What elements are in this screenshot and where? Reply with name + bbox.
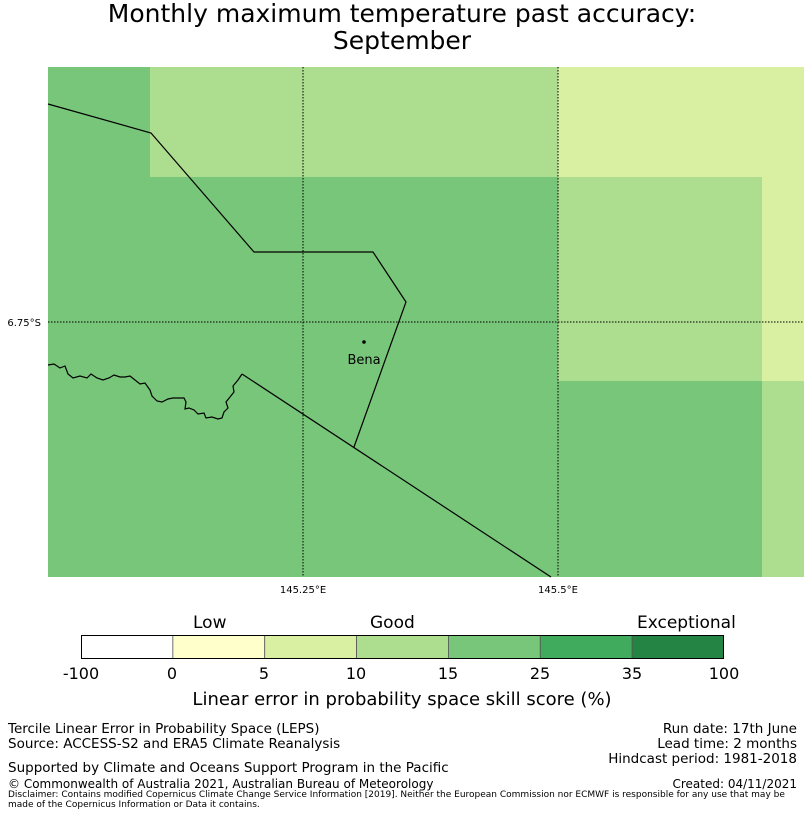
method-text: Tercile Linear Error in Probability Spac… xyxy=(8,721,320,737)
river-line xyxy=(47,363,243,420)
copyright-text: © Commonwealth of Australia 2021, Austra… xyxy=(8,777,434,791)
colorbar-segment xyxy=(172,635,266,659)
disclaimer-text: Disclaimer: Contains modified Copernicus… xyxy=(8,790,785,810)
lead-time: Lead time: 2 months xyxy=(657,736,797,752)
title-line-2: September xyxy=(332,26,472,55)
colorbar-tick: 15 xyxy=(437,664,459,683)
hindcast-period: Hindcast period: 1981-2018 xyxy=(608,751,797,767)
footer-right: Run date: 17th June Lead time: 2 months … xyxy=(608,722,797,767)
legend-good: Good xyxy=(370,613,415,633)
colorbar-tick: -100 xyxy=(62,664,100,683)
colorbar-tick: 0 xyxy=(166,664,178,683)
map-panel: Bena 6.75°S 145.25°E 145.5°E xyxy=(7,67,804,596)
footer-left: Tercile Linear Error in Probability Spac… xyxy=(8,722,340,752)
run-date: Run date: 17th June xyxy=(662,721,797,737)
support-text: Supported by Climate and Oceans Support … xyxy=(8,760,449,776)
created-date: Created: 04/11/2021 xyxy=(672,777,797,791)
boundary-line xyxy=(47,103,407,448)
colorbar-title: Linear error in probability space skill … xyxy=(192,689,612,710)
grid-cell xyxy=(150,67,558,177)
grid-cell xyxy=(558,67,804,177)
colorbar-border xyxy=(81,635,724,659)
legend-exceptional: Exceptional xyxy=(637,613,736,633)
grid-cell xyxy=(150,177,558,577)
grid-cell xyxy=(762,381,804,577)
colorbar-tick: 5 xyxy=(258,664,270,683)
lon-label: 145.5°E xyxy=(538,585,578,596)
lon-label: 145.25°E xyxy=(280,585,326,596)
colorbar-segment xyxy=(539,635,633,659)
legend-low: Low xyxy=(193,613,227,633)
grid-cell xyxy=(762,177,804,381)
colorbar-segment xyxy=(356,635,449,659)
colorbar xyxy=(81,635,724,659)
boundary-line xyxy=(241,373,552,578)
colorbar-tick: 25 xyxy=(529,664,551,683)
source-text: Source: ACCESS-S2 and ERA5 Climate Reana… xyxy=(8,736,341,752)
city-label: Bena xyxy=(347,353,380,368)
colorbar-segment xyxy=(264,635,357,659)
grid-cell xyxy=(558,381,762,577)
colorbar-tick: 100 xyxy=(708,664,740,683)
colorbar-tick: 10 xyxy=(345,664,367,683)
colorbar-tick: 35 xyxy=(621,664,643,683)
lat-label: 6.75°S xyxy=(7,318,41,329)
city-marker xyxy=(362,340,366,344)
chart-title: Monthly maximum temperature past accurac… xyxy=(0,0,804,54)
colorbar-segment xyxy=(448,635,541,659)
title-line-1: Monthly maximum temperature past accurac… xyxy=(107,0,697,28)
colorbar-segment xyxy=(81,635,174,659)
grid-cell xyxy=(558,177,762,381)
colorbar-segment xyxy=(631,635,724,659)
